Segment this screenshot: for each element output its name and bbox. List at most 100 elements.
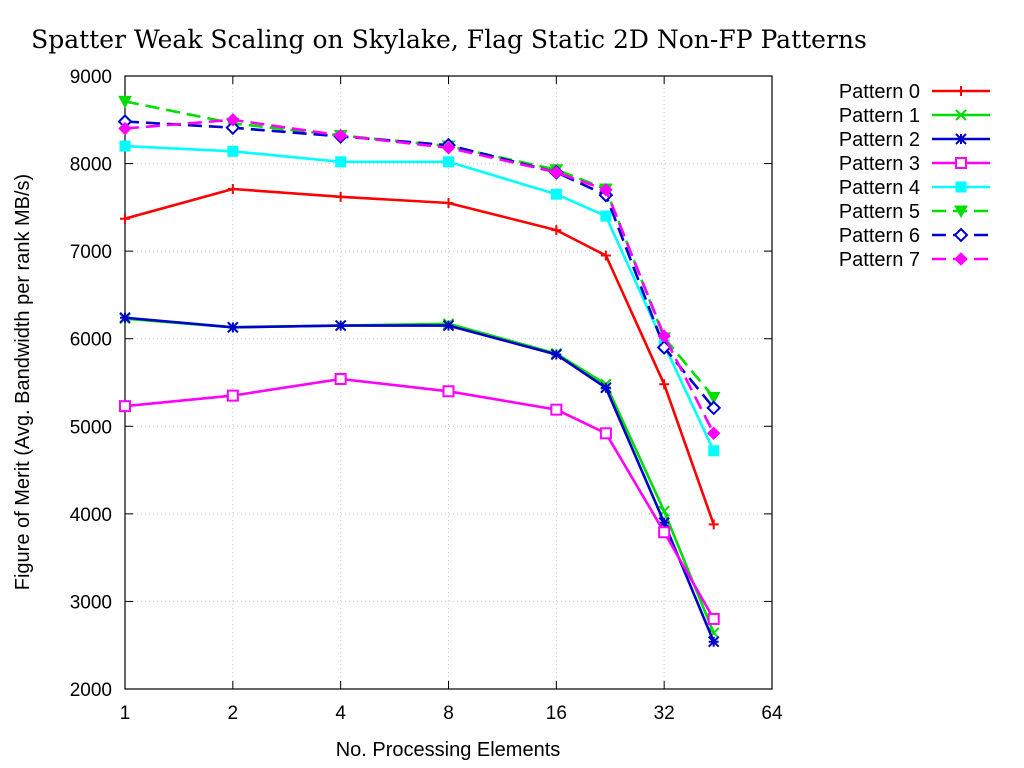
data-point: [599, 183, 613, 197]
chart-title: Spatter Weak Scaling on Skylake, Flag St…: [31, 25, 867, 54]
data-point: [227, 321, 239, 334]
y-tick-label: 6000: [70, 330, 112, 351]
x-axis-label: No. Processing Elements: [336, 739, 561, 761]
data-point: [658, 526, 671, 539]
legend-swatch-marker: [953, 227, 969, 243]
legend-label: Pattern 1: [839, 105, 920, 127]
series-pattern-7: [118, 113, 721, 440]
data-point: [599, 427, 612, 440]
legend-label: Pattern 4: [839, 177, 920, 199]
series-pattern-1: [119, 312, 720, 639]
data-point: [443, 156, 454, 168]
data-point: [441, 141, 456, 155]
series-pattern-6: [117, 114, 722, 416]
data-point: [227, 183, 238, 194]
series-line: [124, 316, 715, 643]
legend-item-1: Pattern 1: [839, 105, 990, 127]
x-tick-label: 16: [546, 703, 567, 724]
legend-swatch-marker: [955, 157, 967, 169]
data-point: [226, 113, 240, 127]
y-tick-label: 9000: [70, 67, 112, 88]
data-point: [335, 156, 347, 168]
data-point: [708, 445, 720, 457]
data-point: [707, 612, 720, 625]
series-line: [124, 377, 715, 620]
data-point: [708, 519, 719, 530]
data-point: [119, 400, 131, 413]
y-tick-label: 3000: [70, 592, 112, 613]
series-line: [124, 118, 715, 434]
data-point: [443, 197, 454, 208]
legend-item-0: Pattern 0: [839, 81, 990, 103]
series-group: [117, 95, 722, 648]
data-point: [442, 319, 455, 332]
legend-item-4: Pattern 4: [839, 177, 990, 199]
y-tick-label: 4000: [70, 505, 112, 526]
x-tick-label: 32: [654, 703, 675, 724]
legend-swatch-marker: [955, 133, 967, 145]
series-line: [124, 144, 715, 452]
data-point: [706, 391, 721, 405]
legend-swatch-marker: [955, 181, 967, 193]
data-point: [550, 348, 563, 361]
series-pattern-2: [119, 311, 720, 648]
data-point: [442, 385, 455, 398]
y-tick-label: 5000: [70, 417, 112, 438]
legend-item-5: Pattern 5: [839, 201, 990, 223]
legend-item-3: Pattern 3: [839, 153, 990, 175]
data-point: [225, 120, 241, 136]
legend-swatch-marker: [955, 109, 967, 121]
legend-label: Pattern 2: [839, 129, 920, 151]
data-point: [118, 95, 132, 109]
data-point: [549, 165, 564, 180]
data-point: [118, 121, 132, 136]
data-point: [120, 213, 130, 224]
legend-label: Pattern 7: [839, 249, 920, 271]
legend-swatch-marker: [956, 86, 966, 96]
legend-label: Pattern 6: [839, 225, 920, 247]
x-tick-label: 4: [335, 703, 346, 724]
data-point: [227, 145, 239, 157]
data-point: [659, 379, 670, 390]
series-line: [124, 317, 715, 634]
x-tick-label: 64: [761, 703, 783, 724]
data-point: [550, 188, 562, 200]
legend-item-7: Pattern 7: [839, 249, 990, 271]
x-tick-label: 1: [120, 703, 131, 724]
series-pattern-3: [119, 372, 720, 625]
data-point: [657, 329, 671, 343]
y-axis-label: Figure of Merit (Avg. Bandwidth per rank…: [12, 174, 34, 590]
legend-item-6: Pattern 6: [839, 225, 990, 247]
data-point: [706, 400, 722, 416]
y-tick-label: 8000: [70, 155, 112, 176]
data-point: [600, 382, 612, 394]
axis-ticks: 1 2 4 8 16 32 64 2000 3000 4000 5000 6000 7000 8000 90…: [70, 67, 783, 724]
grid: [125, 76, 772, 689]
data-point: [335, 191, 346, 202]
y-tick-label: 7000: [70, 242, 112, 263]
x-tick-label: 8: [443, 703, 454, 724]
series-pattern-4: [119, 140, 720, 457]
series-line: [124, 187, 715, 525]
plot-frame: [124, 75, 773, 690]
legend-label: Pattern 3: [839, 153, 920, 175]
data-point: [333, 128, 348, 143]
data-point: [334, 319, 347, 332]
legend-label: Pattern 0: [839, 81, 920, 103]
data-point: [226, 389, 239, 402]
legend-item-2: Pattern 2: [839, 129, 990, 151]
data-point: [600, 210, 612, 222]
legend-swatch-marker: [954, 252, 968, 266]
legend-label: Pattern 5: [839, 201, 920, 223]
data-point: [334, 372, 347, 385]
data-point: [551, 225, 562, 236]
data-point: [119, 140, 131, 152]
series-pattern-0: [120, 183, 719, 530]
y-tick-label: 2000: [70, 680, 112, 701]
data-point: [658, 516, 670, 529]
data-point: [550, 403, 563, 416]
data-point: [600, 250, 611, 261]
x-tick-label: 2: [228, 703, 239, 724]
